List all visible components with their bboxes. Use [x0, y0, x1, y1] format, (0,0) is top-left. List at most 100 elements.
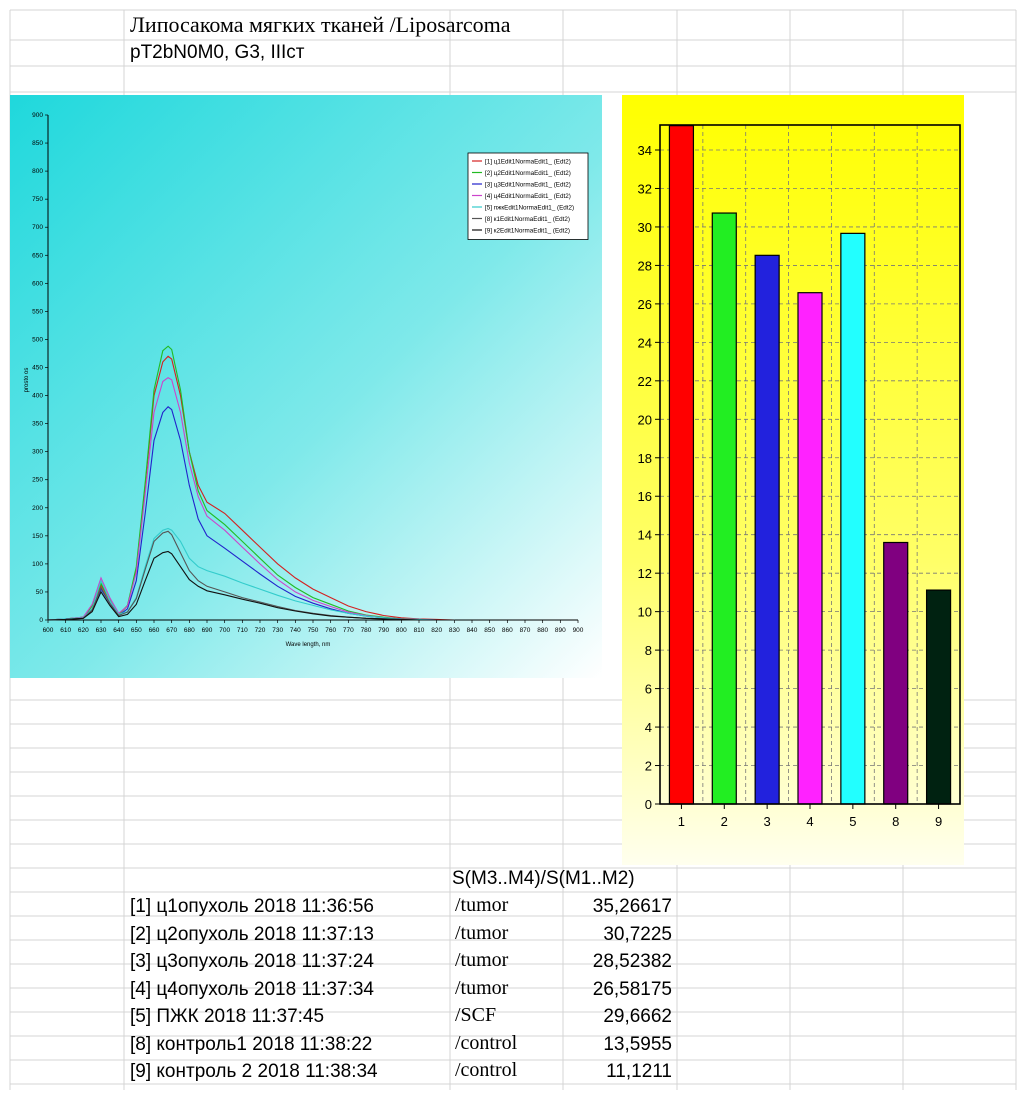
spectrum-series-line-4 — [47, 376, 455, 621]
bar-y-tick-label: 20 — [638, 412, 652, 427]
bar-1 — [668, 125, 695, 805]
row-ratio-value: 11,1211 — [606, 1061, 672, 1082]
spectrum-y-tick-label: 50 — [36, 589, 44, 596]
sheet-subtitle: pT2bN0M0, G3, IIIст — [130, 42, 305, 63]
row-ratio-value: 29,6662 — [603, 1006, 672, 1027]
row-sample-label: [5] ПЖК 2018 11:37:45 — [130, 1006, 325, 1027]
bar-y-tick-label: 30 — [638, 220, 652, 235]
spectrum-x-tick-label: 780 — [361, 627, 372, 634]
spectrum-legend-entry: [9] к2Edit1NormaEdit1_ (Edt2) — [485, 228, 570, 235]
spectrum-x-tick-label: 600 — [43, 627, 54, 634]
row-tissue-class: /tumor — [455, 921, 509, 944]
row-ratio-value: 28,52382 — [592, 951, 672, 972]
spectrum-x-tick-label: 790 — [378, 627, 389, 634]
row-tissue-class: /control — [455, 1059, 518, 1081]
spectrum-x-tick-label: 650 — [131, 627, 142, 634]
spectrum-x-tick-label: 610 — [60, 627, 71, 634]
row-tissue-class: /tumor — [455, 949, 509, 971]
spectrum-x-tick-label: 860 — [502, 627, 513, 634]
row-tissue-class: /SCF — [455, 1004, 497, 1026]
row-sample-label: [9] контроль 2 2018 11:38:34 — [130, 1061, 378, 1082]
bar-2 — [711, 212, 737, 805]
spectrum-y-tick-label: 300 — [32, 449, 43, 456]
bar-x-tick-label: 2 — [721, 814, 728, 829]
spectrum-x-tick-label: 870 — [520, 627, 531, 634]
bar-y-tick-label: 18 — [638, 451, 652, 466]
bar-y-tick-label: 16 — [638, 489, 652, 504]
bar-y-tick-label: 22 — [638, 374, 652, 389]
spectrum-line-chart: 0 50 100 150 200 250 300 350 400 450 500 550 600 650 7… — [10, 95, 602, 678]
row-tissue-class: /tumor — [455, 976, 509, 999]
spectrum-x-tick-label: 630 — [96, 627, 107, 634]
row-sample-label: [2] ц2опухоль 2018 11:37:13 — [130, 923, 375, 945]
spectrum-y-tick-label: 500 — [32, 336, 43, 343]
spectrum-series-line-5 — [47, 527, 455, 621]
spectrum-y-axis-label: prosto os — [24, 368, 30, 393]
spectrum-y-tick-label: 350 — [32, 421, 43, 428]
spectrum-y-tick-label: 800 — [32, 168, 43, 175]
spectrum-y-tick-label: 750 — [32, 196, 43, 203]
spectrum-y-tick-label: 600 — [32, 280, 43, 287]
spectrum-x-tick-label: 820 — [431, 627, 442, 634]
row-sample-label: [4] ц4опухоль 2018 11:37:34 — [130, 978, 375, 1000]
spectrum-y-tick-label: 250 — [32, 477, 43, 484]
row-sample-label: [3] ц3опухоль 2018 11:37:24 — [130, 951, 375, 972]
bar-9 — [925, 589, 952, 805]
spectrum-legend-entry: [3] ц3Edit1NormaEdit1_ (Edt2) — [485, 182, 571, 189]
spectrum-x-tick-label: 840 — [467, 627, 478, 634]
bar-y-tick-label: 10 — [638, 605, 652, 620]
bar-y-tick-label: 2 — [645, 759, 652, 774]
bar-y-tick-label: 24 — [638, 335, 652, 350]
spectrum-x-tick-label: 700 — [219, 627, 230, 634]
spectrum-x-tick-label: 710 — [237, 627, 248, 634]
spectrum-x-tick-label: 690 — [202, 627, 213, 634]
spectrum-x-tick-label: 670 — [166, 627, 177, 634]
bar-x-tick-label: 8 — [892, 814, 899, 829]
row-tissue-class: /control — [455, 1031, 518, 1054]
sheet-title: Липосакома мягких тканей /Liposarcoma — [130, 12, 511, 37]
spectrum-y-tick-label: 100 — [32, 561, 43, 568]
bar-y-tick-label: 6 — [645, 682, 652, 697]
spectrum-x-tick-label: 880 — [537, 627, 548, 634]
bar-y-tick-label: 0 — [645, 797, 652, 812]
spectrum-legend-entry: [4] ц4Edit1NormaEdit1_ (Edt2) — [485, 193, 571, 200]
spectrum-x-tick-label: 760 — [325, 627, 336, 634]
spectrum-x-tick-label: 890 — [555, 627, 566, 634]
spectrum-series-lines — [47, 345, 455, 621]
bar-8 — [883, 541, 909, 805]
row-ratio-value: 30,7225 — [603, 923, 672, 945]
spectrum-axes: 0 50 100 150 200 250 300 350 400 450 500 550 600 650 7… — [32, 112, 584, 634]
spectrum-x-tick-label: 850 — [484, 627, 495, 634]
spectrum-x-tick-label: 730 — [272, 627, 283, 634]
spectrum-x-tick-label: 740 — [290, 627, 301, 634]
bar-y-tick-label: 26 — [638, 297, 652, 312]
bar-4 — [797, 292, 823, 805]
spectrum-x-tick-label: 660 — [149, 627, 160, 634]
row-ratio-value: 13,5955 — [603, 1033, 672, 1055]
spectrum-x-tick-label: 720 — [255, 627, 266, 634]
bar-y-tick-label: 8 — [645, 643, 652, 658]
spectrum-y-tick-label: 550 — [32, 308, 43, 315]
spectrum-x-axis-label: Wave length, nm — [286, 642, 331, 648]
spectrum-series-line-7 — [47, 550, 455, 621]
bar-y-tick-label: 12 — [638, 566, 652, 581]
spectrum-x-tick-label: 810 — [414, 627, 425, 634]
row-sample-label: [8] контроль1 2018 11:38:22 — [130, 1033, 373, 1055]
spectrum-x-tick-label: 640 — [113, 627, 124, 634]
spectrum-x-tick-label: 750 — [308, 627, 319, 634]
bar-x-tick-label: 5 — [849, 814, 856, 829]
spectrum-x-tick-label: 620 — [78, 627, 89, 634]
bar-5 — [840, 232, 866, 805]
row-sample-label: [1] ц1опухоль 2018 11:36:56 — [130, 896, 375, 917]
bar-y-tick-label: 28 — [638, 258, 652, 273]
spectrum-y-tick-label: 150 — [32, 533, 43, 540]
spectrum-legend-entry: [8] к1Edit1NormaEdit1_ (Edt2) — [485, 216, 570, 223]
bar-x-tick-label: 9 — [935, 814, 942, 829]
bar-y-tick-label: 34 — [638, 143, 652, 158]
spectrum-y-tick-label: 450 — [32, 365, 43, 372]
bar-x-tick-label: 3 — [764, 814, 771, 829]
spectrum-y-tick-label: 650 — [32, 252, 43, 259]
spectrum-y-tick-label: 200 — [32, 505, 43, 512]
spectrum-legend-box — [467, 152, 589, 240]
